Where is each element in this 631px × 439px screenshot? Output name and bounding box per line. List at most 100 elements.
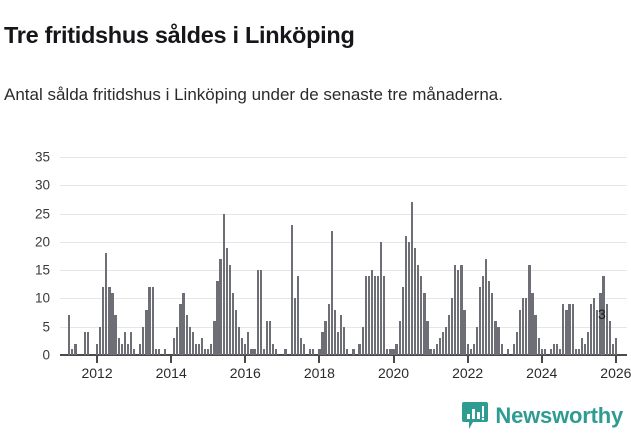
bar: [74, 343, 77, 355]
bar: [512, 343, 516, 355]
bar: [577, 349, 580, 355]
x-axis-tick: [540, 355, 543, 363]
x-axis-tick-label: 2018: [303, 365, 335, 381]
bar: [414, 247, 417, 355]
bar: [318, 349, 321, 355]
bar: [556, 343, 559, 355]
bar: [148, 287, 151, 355]
bar: [250, 349, 253, 355]
bar: [207, 349, 210, 355]
bar: [151, 287, 154, 355]
bar: [386, 349, 389, 355]
bar: [182, 292, 185, 355]
bar: [95, 343, 99, 355]
bar: [574, 349, 577, 355]
bar: [494, 321, 497, 355]
page-subtitle: Antal sålda fritidshus i Linköping under…: [4, 85, 503, 104]
bar: [117, 338, 120, 355]
bar: [410, 202, 414, 355]
bar: [346, 349, 349, 355]
bar: [241, 338, 244, 355]
bar: [611, 343, 614, 355]
y-axis-tick-label: 10: [34, 290, 50, 306]
bar: [71, 349, 74, 355]
bar: [302, 343, 306, 355]
bar: [145, 309, 148, 355]
bar: [265, 321, 268, 355]
gridline-15: [60, 270, 627, 272]
bar: [327, 304, 330, 355]
bar: [559, 349, 562, 355]
bar: [466, 343, 469, 355]
bar: [114, 315, 117, 355]
bar: [361, 326, 364, 355]
bar: [571, 304, 574, 355]
bar: [593, 298, 596, 355]
bar: [376, 275, 380, 355]
bar: [321, 332, 324, 355]
bar: [478, 287, 482, 355]
bar: [534, 315, 537, 355]
bar: [383, 275, 386, 355]
bar: [451, 298, 454, 355]
bar: [139, 343, 142, 355]
bar: [522, 298, 525, 355]
bar: [191, 332, 194, 355]
bar: [380, 241, 383, 355]
bar: [392, 349, 395, 355]
bar: [213, 321, 216, 355]
bar: [197, 343, 201, 355]
y-axis-tick-label: 35: [34, 149, 50, 165]
bar: [296, 275, 299, 355]
bar: [142, 326, 145, 355]
bar: [324, 321, 327, 355]
bar: [364, 275, 367, 355]
bar: [488, 281, 491, 355]
bar: [154, 349, 157, 355]
bar: [562, 304, 565, 355]
x-axis-tick: [466, 355, 469, 363]
bar: [565, 309, 568, 355]
bar: [528, 264, 531, 355]
footer-branding: Newsworthy: [462, 402, 623, 429]
bar: [435, 343, 438, 355]
bar: [309, 349, 312, 355]
bar: [583, 343, 587, 355]
bar: [339, 315, 343, 355]
bar: [176, 326, 179, 355]
x-axis-tick: [614, 355, 617, 363]
bar: [460, 264, 463, 355]
bar: [444, 326, 448, 355]
bar: [105, 253, 108, 355]
bar: [185, 315, 188, 355]
bar: [179, 304, 182, 355]
bar: [438, 338, 441, 355]
bar: [426, 321, 429, 355]
bar: [590, 304, 593, 355]
bar: [580, 338, 583, 355]
x-axis-tick: [96, 355, 99, 363]
y-axis-tick-label: 25: [34, 206, 50, 222]
bar: [531, 292, 534, 355]
bar: [253, 349, 256, 355]
bar: [463, 309, 466, 355]
bar: [299, 338, 302, 355]
bar: [497, 326, 500, 355]
bar: [586, 332, 590, 355]
bar: [481, 275, 485, 355]
brand-name: Newsworthy: [495, 402, 623, 428]
bar: [157, 349, 160, 355]
x-axis-tick-label: 2012: [81, 365, 113, 381]
bar: [608, 321, 611, 355]
bar: [407, 241, 411, 355]
bar: [330, 230, 333, 355]
bar: [389, 349, 392, 355]
y-axis-tick-label: 5: [42, 319, 50, 335]
bar: [543, 349, 546, 355]
bar: [540, 349, 543, 355]
bar: [111, 292, 114, 355]
bar: [256, 270, 259, 355]
bar: [420, 275, 423, 355]
bar: [247, 332, 250, 355]
